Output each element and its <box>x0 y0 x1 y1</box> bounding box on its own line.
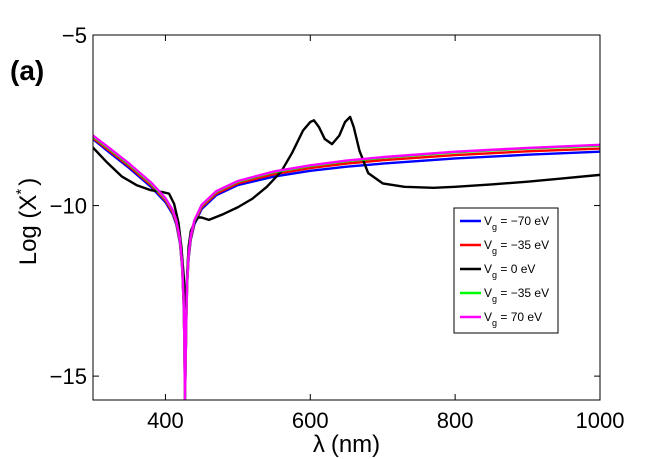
legend-label-3: Vg = 0 eV <box>484 262 535 280</box>
legend-entry-5: Vg = 70 eV <box>460 310 542 328</box>
y-axis-label-suffix: ) <box>15 178 42 186</box>
y-axis-label: Log (X*) <box>13 178 42 266</box>
legend-entry-3: Vg = 0 eV <box>460 262 535 280</box>
series-line-5 <box>93 134 600 400</box>
x-tick-label-4: 1000 <box>576 408 625 433</box>
y-tick-label-1: −5 <box>62 23 87 48</box>
x-axis-label-unit: (nm) <box>331 431 380 458</box>
legend-box <box>453 207 559 334</box>
legend-entry-1: Vg = −70 eV <box>460 214 549 232</box>
ticks-layer: 400 600 800 1000 −5 −10 −15 <box>50 23 625 433</box>
panel-label: (a) <box>10 55 44 86</box>
x-tick-label-3: 800 <box>437 408 474 433</box>
legend-label-4: Vg = −35 eV <box>484 286 549 304</box>
x-tick-label-1: 400 <box>147 408 184 433</box>
y-tick-label-2: −10 <box>50 194 87 219</box>
x-axis-label-symbol: λ <box>313 431 325 458</box>
legend-label-2: Vg = −35 eV <box>484 238 549 256</box>
legend-label-1: Vg = −70 eV <box>484 214 549 232</box>
x-axis-label: λ (nm) <box>313 431 380 458</box>
legend-label-5: Vg = 70 eV <box>484 310 542 328</box>
legend: Vg = −70 eV Vg = −35 eV Vg = 0 eV Vg = −35 … <box>453 207 559 334</box>
legend-entry-4: Vg = −35 eV <box>460 286 549 304</box>
x-tick-label-2: 600 <box>292 408 329 433</box>
axes-frame <box>92 34 601 401</box>
legend-entry-2: Vg = −35 eV <box>460 238 549 256</box>
series-line-3 <box>93 115 600 310</box>
y-axis-label-prefix: Log (X <box>15 195 42 266</box>
series-layer <box>93 115 600 400</box>
y-tick-label-3: −15 <box>50 364 87 389</box>
y-axis-label-superscript: * <box>13 189 30 195</box>
plot-area <box>92 34 601 401</box>
